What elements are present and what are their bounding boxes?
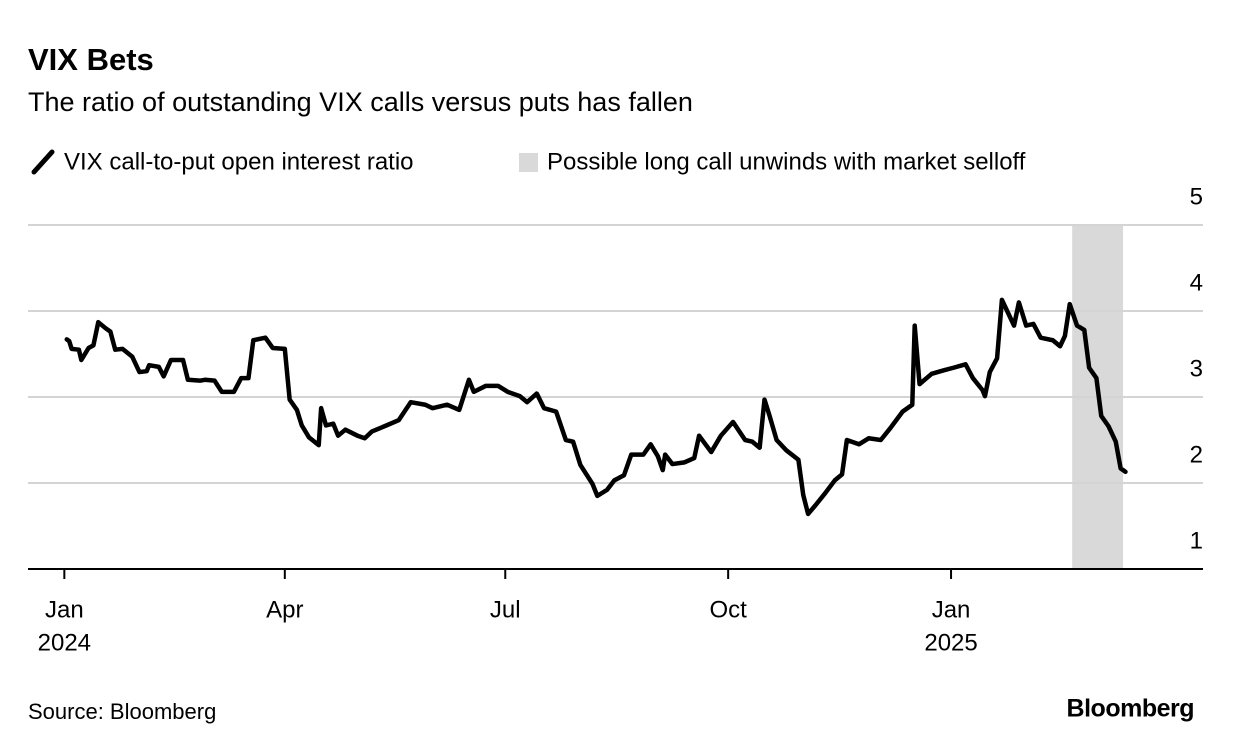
x-tick-label: Jul	[490, 596, 521, 623]
legend-label: Possible long call unwinds with market s…	[547, 148, 1026, 175]
legend-swatch	[519, 153, 538, 172]
x-tick-label: Jan	[45, 596, 84, 623]
legend-label: VIX call-to-put open interest ratio	[64, 148, 414, 175]
x-tick-year: 2024	[38, 629, 91, 656]
x-tick-label: Jan	[932, 596, 971, 623]
chart-subtitle: The ratio of outstanding VIX calls versu…	[28, 87, 693, 117]
y-tick-label: 1	[1190, 527, 1203, 554]
logo: Bloomberg	[1067, 695, 1194, 723]
y-tick-label: 5	[1190, 183, 1203, 210]
y-tick-label: 3	[1190, 355, 1203, 382]
legend-line-icon	[31, 149, 55, 175]
x-tick-label: Apr	[266, 596, 303, 623]
y-tick-label: 4	[1190, 269, 1203, 296]
x-tick-year: 2025	[924, 629, 977, 656]
chart-title: VIX Bets	[28, 42, 154, 77]
data-line	[64, 297, 1128, 517]
y-tick-label: 2	[1190, 441, 1203, 468]
source: Source: Bloomberg	[28, 699, 216, 724]
x-tick-label: Oct	[709, 596, 747, 623]
